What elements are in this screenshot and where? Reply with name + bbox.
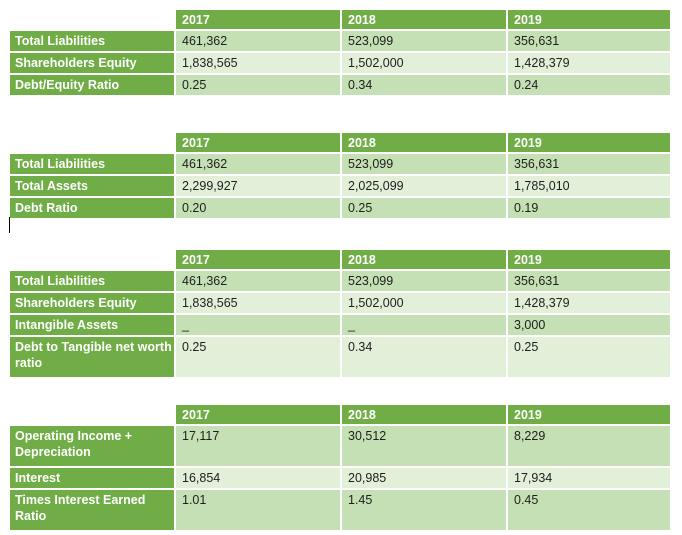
row-label: Shareholders Equity xyxy=(10,52,176,75)
row-label: Total Assets xyxy=(10,175,176,198)
value-cell: 0.25 xyxy=(175,74,342,97)
value-cell: 16,854 xyxy=(175,467,342,490)
table-row: Total Assets 2,299,927 2,025,099 1,785,0… xyxy=(10,175,672,198)
year-header: 2018 xyxy=(341,250,508,271)
value-cell: 523,099 xyxy=(341,30,508,53)
header-row: 2017 2018 2019 xyxy=(10,405,672,426)
year-header: 2019 xyxy=(507,133,672,154)
value-cell: 356,631 xyxy=(507,153,672,176)
year-header: 2019 xyxy=(507,405,672,426)
table-row: Intangible Assets _ _ 3,000 xyxy=(10,314,672,337)
value-cell: 1,428,379 xyxy=(507,292,672,315)
value-cell: 1,502,000 xyxy=(341,52,508,75)
value-cell: 1.01 xyxy=(175,489,342,532)
corner-cell xyxy=(10,10,176,31)
table-row: Interest 16,854 20,985 17,934 xyxy=(10,467,672,490)
table-row: Total Liabilities 461,362 523,099 356,63… xyxy=(10,30,672,53)
value-cell: 20,985 xyxy=(341,467,508,490)
value-cell: 0.25 xyxy=(507,336,672,379)
row-label: Debt Ratio xyxy=(10,197,176,220)
table-row: Debt/Equity Ratio 0.25 0.34 0.24 xyxy=(10,74,672,97)
value-cell: 0.45 xyxy=(507,489,672,532)
value-cell: 0.19 xyxy=(507,197,672,220)
debt-to-tangible-net-worth-table: 2017 2018 2019 Total Liabilities 461,362… xyxy=(10,250,672,379)
table-row: Debt Ratio 0.20 0.25 0.19 xyxy=(10,197,672,220)
row-label: Total Liabilities xyxy=(10,153,176,176)
row-label: Shareholders Equity xyxy=(10,292,176,315)
row-label: Operating Income + Depreciation xyxy=(10,425,176,468)
table-row: Total Liabilities 461,362 523,099 356,63… xyxy=(10,270,672,293)
value-cell: 8,229 xyxy=(507,425,672,468)
row-label: Total Liabilities xyxy=(10,30,176,53)
value-cell: 0.25 xyxy=(341,197,508,220)
debt-equity-table: 2017 2018 2019 Total Liabilities 461,362… xyxy=(10,10,672,97)
value-cell: 356,631 xyxy=(507,30,672,53)
row-label: Debt to Tangible net worth ratio xyxy=(10,336,176,379)
row-label: Intangible Assets xyxy=(10,314,176,337)
table-row: Times Interest Earned Ratio 1.01 1.45 0.… xyxy=(10,489,672,532)
value-cell: 2,025,099 xyxy=(341,175,508,198)
value-cell: 1,838,565 xyxy=(175,292,342,315)
debt-ratio-table: 2017 2018 2019 Total Liabilities 461,362… xyxy=(10,133,672,220)
value-cell: 523,099 xyxy=(341,153,508,176)
row-label: Interest xyxy=(10,467,176,490)
times-interest-earned-table: 2017 2018 2019 Operating Income + Deprec… xyxy=(10,405,672,532)
corner-cell xyxy=(10,250,176,271)
corner-cell xyxy=(10,405,176,426)
value-cell: 461,362 xyxy=(175,153,342,176)
value-cell: 1,785,010 xyxy=(507,175,672,198)
value-cell: 0.25 xyxy=(175,336,342,379)
value-cell: 2,299,927 xyxy=(175,175,342,198)
value-cell: 461,362 xyxy=(175,270,342,293)
table-row: Shareholders Equity 1,838,565 1,502,000 … xyxy=(10,292,672,315)
year-header: 2018 xyxy=(341,133,508,154)
value-cell: 356,631 xyxy=(507,270,672,293)
year-header: 2017 xyxy=(175,250,342,271)
value-cell: 30,512 xyxy=(341,425,508,468)
year-header: 2017 xyxy=(175,10,342,31)
value-cell: 0.34 xyxy=(341,74,508,97)
year-header: 2018 xyxy=(341,10,508,31)
year-header: 2018 xyxy=(341,405,508,426)
value-cell: 1,428,379 xyxy=(507,52,672,75)
header-row: 2017 2018 2019 xyxy=(10,133,672,154)
year-header: 2017 xyxy=(175,405,342,426)
value-cell: 1,502,000 xyxy=(341,292,508,315)
value-cell: 17,934 xyxy=(507,467,672,490)
row-label: Debt/Equity Ratio xyxy=(10,74,176,97)
value-cell: 1.45 xyxy=(341,489,508,532)
row-label: Total Liabilities xyxy=(10,270,176,293)
table-row: Operating Income + Depreciation 17,117 3… xyxy=(10,425,672,468)
value-cell: 0.34 xyxy=(341,336,508,379)
value-cell: 3,000 xyxy=(507,314,672,337)
value-cell: 523,099 xyxy=(341,270,508,293)
text-cursor xyxy=(9,217,10,233)
table-row: Debt to Tangible net worth ratio 0.25 0.… xyxy=(10,336,672,379)
corner-cell xyxy=(10,133,176,154)
row-label: Times Interest Earned Ratio xyxy=(10,489,176,532)
header-row: 2017 2018 2019 xyxy=(10,10,672,31)
value-cell: _ xyxy=(175,314,342,337)
value-cell: 17,117 xyxy=(175,425,342,468)
year-header: 2017 xyxy=(175,133,342,154)
value-cell: 0.24 xyxy=(507,74,672,97)
value-cell: 0.20 xyxy=(175,197,342,220)
year-header: 2019 xyxy=(507,250,672,271)
table-row: Total Liabilities 461,362 523,099 356,63… xyxy=(10,153,672,176)
value-cell: 461,362 xyxy=(175,30,342,53)
value-cell: _ xyxy=(341,314,508,337)
header-row: 2017 2018 2019 xyxy=(10,250,672,271)
year-header: 2019 xyxy=(507,10,672,31)
value-cell: 1,838,565 xyxy=(175,52,342,75)
table-row: Shareholders Equity 1,838,565 1,502,000 … xyxy=(10,52,672,75)
